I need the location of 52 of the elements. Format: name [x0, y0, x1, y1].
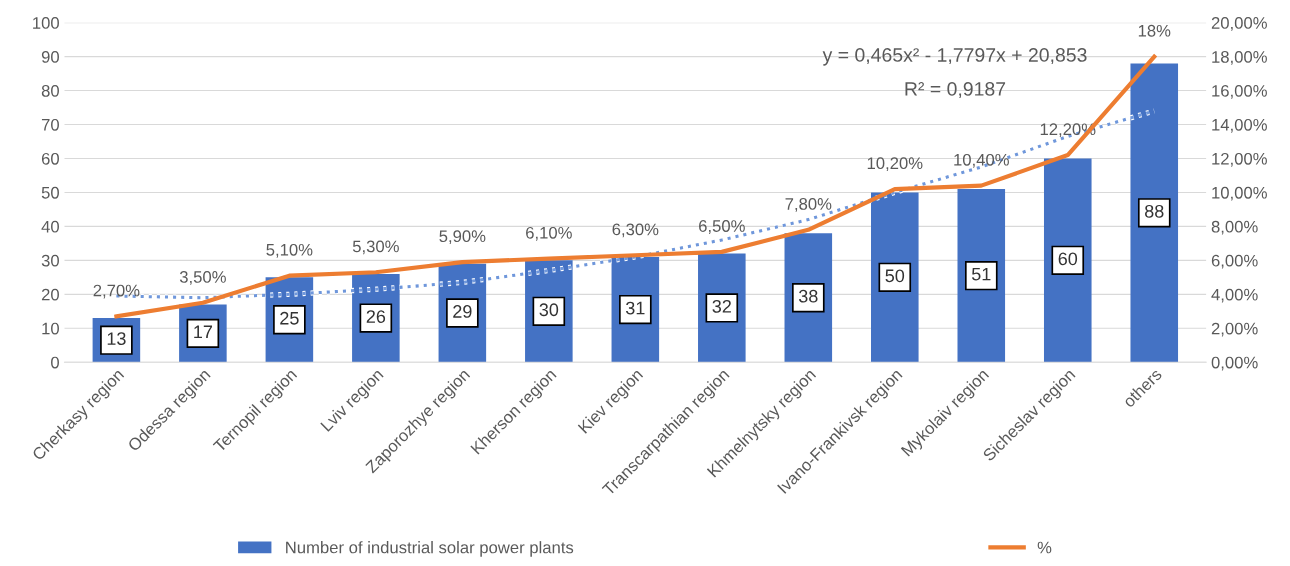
data-label: 5,30% — [352, 240, 399, 255]
y2-tick-label: 0,00% — [1211, 356, 1258, 371]
data-label: 31 — [625, 301, 645, 315]
y2-tick-label: 4,00% — [1211, 288, 1258, 303]
y-tick-label: 60 — [41, 152, 59, 165]
data-label: 2,70% — [93, 284, 140, 299]
legend-label: Number of industrial solar power plants — [286, 541, 574, 557]
annotation: R² = 0,9187 — [905, 82, 1006, 99]
y2-tick-label: 6,00% — [1211, 254, 1258, 269]
data-label: 25 — [280, 311, 299, 325]
y-tick-label: 70 — [41, 118, 59, 131]
data-label: 6,50% — [699, 220, 745, 234]
data-label: 18% — [1138, 24, 1171, 37]
y-tick-label: 80 — [41, 84, 59, 97]
data-label: 51 — [971, 267, 991, 281]
data-label: 17 — [194, 325, 213, 339]
y-tick-label: 30 — [41, 254, 59, 267]
bar — [1130, 63, 1179, 363]
data-label: 3,50% — [179, 271, 226, 285]
y-tick-label: 100 — [33, 17, 59, 29]
data-label: 5,10% — [266, 243, 313, 258]
y2-tick-label: 2,00% — [1211, 322, 1258, 337]
data-label: 5,90% — [439, 230, 486, 245]
y-tick-label: 0 — [51, 356, 59, 369]
y-tick-label: 50 — [41, 186, 59, 199]
y-tick-label: 10 — [42, 322, 59, 335]
data-label: 6,10% — [526, 226, 572, 241]
data-label: 10,20% — [867, 157, 923, 172]
y-tick-label: 90 — [41, 51, 59, 63]
bar — [957, 189, 1006, 363]
y-tick-label: 40 — [41, 220, 59, 233]
data-label: 29 — [453, 305, 472, 318]
annotation: y = 0,465x² - 1,7797x + 20,853 — [822, 48, 1087, 66]
y2-tick-label: 16,00% — [1212, 84, 1267, 99]
data-label: 30 — [539, 303, 559, 317]
legend-label: % — [1037, 541, 1052, 554]
data-label: 60 — [1058, 252, 1078, 266]
data-label: 13 — [107, 332, 126, 346]
data-label: 32 — [712, 299, 731, 313]
data-label: 7,80% — [785, 198, 832, 212]
data-label: 6,30% — [612, 223, 659, 238]
y2-tick-label: 20,00% — [1211, 17, 1267, 31]
y-tick-label: 20 — [41, 288, 59, 301]
y2-tick-label: 8,00% — [1211, 220, 1258, 235]
y2-tick-label: 10,00% — [1212, 186, 1267, 201]
y2-tick-label: 18,00% — [1212, 51, 1267, 65]
data-label: 26 — [366, 310, 386, 323]
y2-tick-label: 14,00% — [1212, 118, 1267, 133]
data-label: 50 — [885, 269, 905, 283]
data-label: 88 — [1145, 204, 1164, 218]
data-label: 38 — [798, 289, 818, 303]
y2-tick-label: 12,00% — [1212, 152, 1267, 167]
